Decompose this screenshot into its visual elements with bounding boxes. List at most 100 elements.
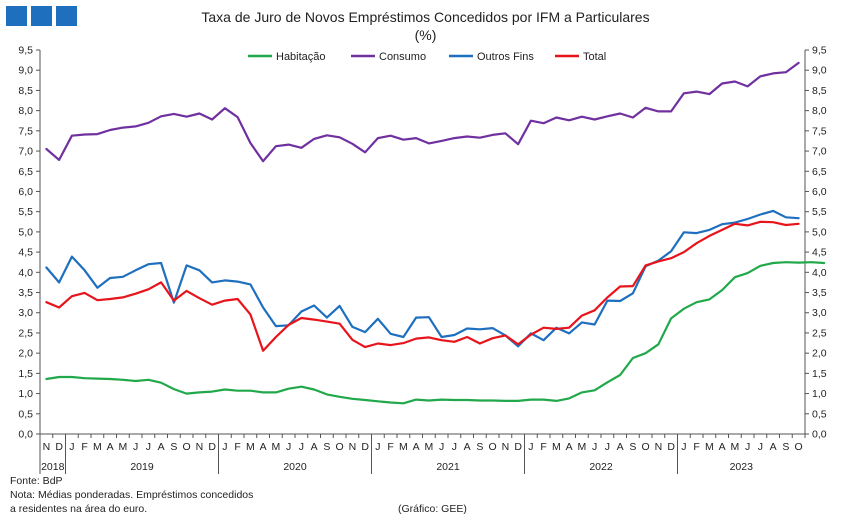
y-tick-label-right: 6,5 <box>812 166 827 178</box>
x-tick-label-month: F <box>81 441 87 453</box>
x-tick-label-month: N <box>349 441 357 453</box>
logo-square-3 <box>56 6 77 26</box>
y-tick-label-left: 7,5 <box>18 125 33 137</box>
x-tick-label-month: M <box>119 441 128 453</box>
x-tick-label-month: J <box>681 441 686 453</box>
y-tick-label-left: 9,5 <box>18 45 33 57</box>
y-tick-label-right: 8,5 <box>812 85 827 97</box>
x-tick-label-month: J <box>69 441 74 453</box>
y-tick-label-left: 7,0 <box>18 146 33 158</box>
y-tick-label-right: 7,5 <box>812 125 827 137</box>
x-tick-label-month: O <box>489 441 497 453</box>
x-tick-label-month: S <box>629 441 636 453</box>
x-tick-label-month: N <box>43 441 51 453</box>
x-tick-label-month: M <box>272 441 281 453</box>
x-year-label: 2022 <box>589 461 613 473</box>
chart-credit: (Gráfico: GEE) <box>398 503 467 515</box>
y-tick-label-left: 6,0 <box>18 186 33 198</box>
y-tick-label-left: 4,0 <box>18 267 33 279</box>
y-tick-label-left: 6,5 <box>18 166 33 178</box>
y-tick-label-left: 8,5 <box>18 85 33 97</box>
y-tick-label-right: 9,5 <box>812 45 827 57</box>
y-tick-label-left: 4,5 <box>18 247 33 259</box>
x-tick-label-month: A <box>311 441 318 453</box>
y-tick-label-right: 0,5 <box>812 408 827 420</box>
x-tick-label-month: M <box>246 441 255 453</box>
x-tick-label-month: N <box>655 441 663 453</box>
y-tick-label-left: 0,5 <box>18 408 33 420</box>
x-tick-label-month: J <box>222 441 227 453</box>
note-line-2: a residentes na área do euro. <box>10 503 148 515</box>
y-tick-label-right: 3,0 <box>812 307 827 319</box>
x-tick-label-month: A <box>413 441 420 453</box>
x-tick-label-month: D <box>514 441 522 453</box>
x-tick-label-month: D <box>667 441 675 453</box>
x-tick-label-month: J <box>439 441 444 453</box>
x-tick-label-month: J <box>133 441 138 453</box>
y-tick-label-right: 2,0 <box>812 348 827 360</box>
x-tick-label-month: A <box>770 441 777 453</box>
x-tick-label-month: F <box>693 441 699 453</box>
note-line-1: Nota: Médias ponderadas. Empréstimos con… <box>10 489 254 501</box>
logo-square-2 <box>31 6 52 26</box>
x-tick-label-month: J <box>592 441 597 453</box>
x-tick-label-month: A <box>566 441 573 453</box>
x-year-label: 2023 <box>730 461 754 473</box>
x-year-label: 2018 <box>41 461 65 473</box>
legend-entry: Habitação <box>276 51 326 63</box>
x-tick-label-month: J <box>146 441 151 453</box>
x-tick-label-month: J <box>745 441 750 453</box>
x-tick-label-month: A <box>719 441 726 453</box>
chart-subtitle: (%) <box>414 27 437 43</box>
y-tick-label-right: 9,0 <box>812 65 827 77</box>
x-tick-label-month: M <box>705 441 714 453</box>
x-tick-label-month: A <box>107 441 114 453</box>
x-tick-label-month: A <box>464 441 471 453</box>
y-tick-label-right: 2,5 <box>812 327 827 339</box>
y-tick-label-left: 3,5 <box>18 287 33 299</box>
x-tick-label-month: J <box>286 441 291 453</box>
y-tick-label-right: 4,0 <box>812 267 827 279</box>
x-year-label: 2021 <box>436 461 460 473</box>
x-tick-label-month: O <box>642 441 650 453</box>
y-tick-label-right: 1,0 <box>812 388 827 400</box>
y-tick-label-left: 9,0 <box>18 65 33 77</box>
source-note: Fonte: BdP <box>10 475 63 487</box>
x-tick-label-month: J <box>605 441 610 453</box>
y-tick-label-left: 8,0 <box>18 105 33 117</box>
y-tick-label-right: 0,0 <box>812 429 827 441</box>
logo-square-1 <box>6 6 27 26</box>
legend-entry: Consumo <box>379 51 426 63</box>
x-tick-label-month: D <box>55 441 63 453</box>
y-tick-label-left: 2,0 <box>18 348 33 360</box>
x-tick-label-month: A <box>158 441 165 453</box>
y-tick-label-right: 3,5 <box>812 287 827 299</box>
x-tick-label-month: A <box>260 441 267 453</box>
x-tick-label-month: S <box>170 441 177 453</box>
x-tick-label-month: O <box>336 441 344 453</box>
x-tick-label-month: F <box>234 441 240 453</box>
y-tick-label-right: 1,5 <box>812 368 827 380</box>
x-tick-label-month: S <box>476 441 483 453</box>
y-tick-label-right: 5,0 <box>812 226 827 238</box>
x-tick-label-month: N <box>196 441 204 453</box>
x-tick-label-month: O <box>795 441 803 453</box>
x-year-label: 2019 <box>130 461 154 473</box>
legend-entry: Outros Fins <box>477 51 534 63</box>
x-tick-label-month: M <box>578 441 587 453</box>
x-tick-label-month: D <box>361 441 369 453</box>
y-tick-label-left: 1,0 <box>18 388 33 400</box>
x-tick-label-month: S <box>782 441 789 453</box>
x-tick-label-month: M <box>425 441 434 453</box>
y-tick-label-left: 5,5 <box>18 206 33 218</box>
x-tick-label-month: M <box>731 441 740 453</box>
x-tick-label-month: M <box>93 441 102 453</box>
series-line-habita-o <box>45 261 826 405</box>
series-line-outros-fins <box>45 209 800 348</box>
legend-entry: Total <box>583 51 606 63</box>
series-line-consumo <box>45 61 800 163</box>
y-tick-label-left: 5,0 <box>18 226 33 238</box>
y-tick-label-right: 5,5 <box>812 206 827 218</box>
y-tick-label-right: 8,0 <box>812 105 827 117</box>
